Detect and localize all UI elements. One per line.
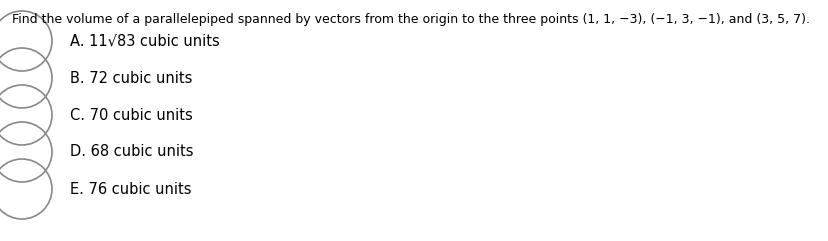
Text: C. 70 cubic units: C. 70 cubic units [70, 107, 193, 122]
Text: Find the volume of a parallelepiped spanned by vectors from the origin to the th: Find the volume of a parallelepiped span… [12, 13, 809, 26]
Text: E. 76 cubic units: E. 76 cubic units [70, 181, 191, 196]
Text: B. 72 cubic units: B. 72 cubic units [70, 71, 192, 86]
Text: A. 11√83 cubic units: A. 11√83 cubic units [70, 33, 219, 48]
Text: D. 68 cubic units: D. 68 cubic units [70, 145, 193, 160]
